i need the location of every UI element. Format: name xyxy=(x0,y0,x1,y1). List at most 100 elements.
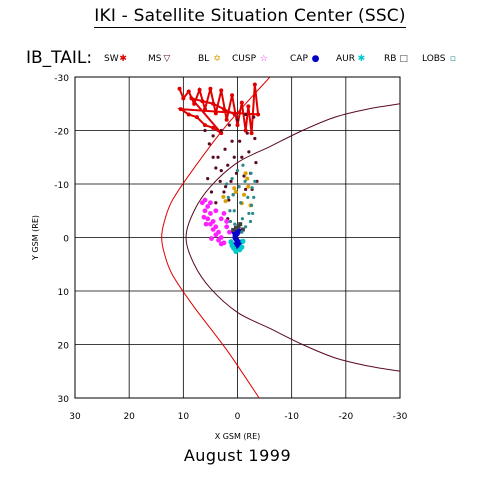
lobs-point xyxy=(240,230,244,234)
legend-item-cap: CAP xyxy=(290,54,308,64)
month-label: August 1999 xyxy=(183,446,292,465)
ms-point xyxy=(207,142,211,146)
cusp-point xyxy=(201,214,207,220)
ms-point xyxy=(219,128,223,133)
cusp-point xyxy=(210,219,216,224)
lobs-point xyxy=(226,195,230,199)
chart-title-text: IKI - Satellite Situation Center (SSC) xyxy=(94,6,406,28)
ms-point xyxy=(214,166,218,170)
sw-point xyxy=(197,87,202,92)
ms-point xyxy=(229,179,233,183)
lobs-point xyxy=(225,182,229,186)
legend-item-bl: BL xyxy=(198,54,210,64)
lobs-point xyxy=(231,193,235,197)
legend-symbol-aur-icon: ✱ xyxy=(357,54,366,64)
legend-symbol-cap-icon: ● xyxy=(311,54,320,64)
sw-point xyxy=(249,131,254,136)
cusp-point xyxy=(221,211,227,216)
x-tick-label: -20 xyxy=(338,412,353,422)
bl-point xyxy=(223,199,228,204)
ms-point xyxy=(252,115,256,119)
sw-point xyxy=(230,93,235,98)
y-tick-label: -10 xyxy=(54,181,69,191)
ms-point xyxy=(227,123,231,127)
lobs-point xyxy=(240,217,244,221)
magnetopause-curve xyxy=(185,103,400,372)
bl-point xyxy=(246,184,251,189)
lobs-point xyxy=(228,219,233,224)
bl-point xyxy=(243,171,248,176)
ms-point xyxy=(235,118,240,122)
rb-point xyxy=(238,222,243,227)
lobs-point xyxy=(244,225,248,229)
ms-point xyxy=(234,171,239,175)
lobs-point xyxy=(247,211,251,216)
lobs-point xyxy=(251,211,255,216)
legend-symbol-cusp-icon: ☆ xyxy=(259,54,268,64)
cusp-point xyxy=(224,219,230,224)
lobs-point xyxy=(233,222,237,226)
ms-point xyxy=(223,147,227,151)
lobs-point xyxy=(246,195,250,199)
sw-point xyxy=(213,111,218,116)
lobs-point xyxy=(241,163,245,167)
chart-title: IKI - Satellite Situation Center (SSC) xyxy=(0,6,500,28)
ms-point xyxy=(206,177,210,181)
x-tick-label: 0 xyxy=(235,412,241,422)
ms-point xyxy=(214,201,218,205)
ms-point xyxy=(219,169,223,173)
lobs-point xyxy=(252,195,256,199)
sw-track xyxy=(176,84,260,135)
ms-point xyxy=(209,190,214,194)
cusp-point xyxy=(202,197,208,203)
ms-point xyxy=(240,155,244,159)
ms-point xyxy=(226,163,230,167)
ms-point xyxy=(242,174,246,178)
cusp-point xyxy=(205,216,211,222)
x-tick-label: 30 xyxy=(69,412,81,422)
lobs-point xyxy=(235,169,240,173)
ms-point xyxy=(244,112,248,117)
ms-point xyxy=(244,187,248,191)
sw-point xyxy=(221,107,226,112)
sw-point xyxy=(178,107,183,112)
bl-point xyxy=(232,186,237,191)
sw-point xyxy=(239,100,244,105)
ms-point xyxy=(245,131,249,135)
ms-point xyxy=(254,161,258,165)
legend-symbol-rb-icon: □ xyxy=(399,54,408,64)
lobs-point xyxy=(237,185,241,189)
ms-point xyxy=(216,155,220,159)
lobs-point xyxy=(232,209,236,213)
sw-point xyxy=(224,117,229,122)
y-axis-label: Y GSM (RE) xyxy=(31,215,40,261)
cusp-point xyxy=(202,208,208,214)
cusp-point xyxy=(226,229,232,235)
cusp-point xyxy=(216,229,221,235)
y-tick-label: 20 xyxy=(58,342,70,352)
y-tick-label: -30 xyxy=(54,74,69,84)
ms-point xyxy=(222,190,226,194)
legend-item-rb: RB xyxy=(384,54,397,64)
sw-point xyxy=(194,115,199,120)
aur-point xyxy=(239,244,245,250)
x-tick-label: 10 xyxy=(178,412,190,422)
sw-point xyxy=(211,101,216,106)
sw-point xyxy=(181,96,186,101)
x-tick-label: 20 xyxy=(123,412,135,422)
ms-point xyxy=(247,150,251,154)
bl-point xyxy=(245,176,250,181)
ms-point xyxy=(253,136,257,141)
ms-point xyxy=(223,185,228,189)
sw-point xyxy=(211,125,216,130)
sw-point xyxy=(232,112,237,117)
cusp-point xyxy=(208,200,213,206)
ms-point xyxy=(227,198,231,202)
ms-point xyxy=(238,139,242,143)
cusp-point xyxy=(224,224,230,230)
rb-point xyxy=(231,228,236,233)
legend-item-lobs: LOBS xyxy=(422,54,446,64)
lobs-point xyxy=(228,209,232,213)
orbit-label: IB_TAIL: xyxy=(26,48,93,68)
sw-point xyxy=(186,112,191,117)
